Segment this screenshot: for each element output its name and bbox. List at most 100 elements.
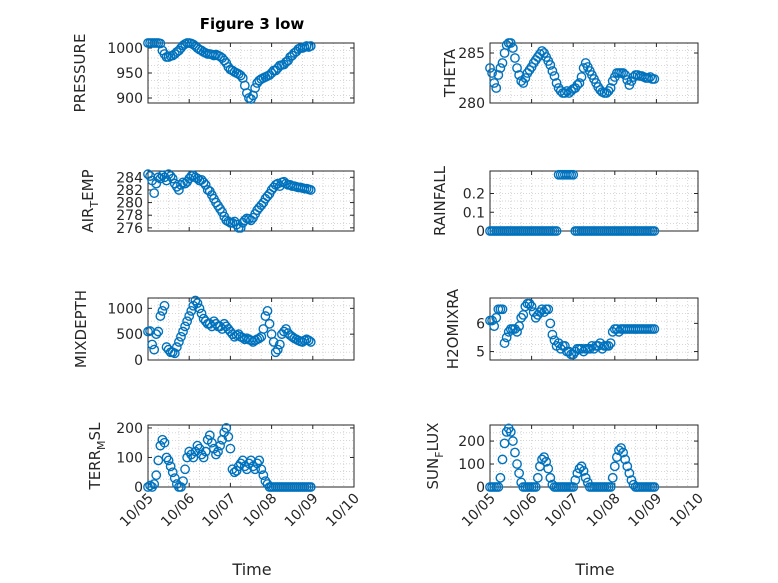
data-point xyxy=(487,68,497,78)
data-point xyxy=(217,207,228,217)
data-point xyxy=(516,312,527,323)
data-point xyxy=(274,339,285,350)
x-tick-label: 10/05 xyxy=(117,491,157,531)
panel-rainfall: 0 0.1 0.2 RAINFALL xyxy=(431,165,699,240)
data-point xyxy=(178,326,188,337)
data-point xyxy=(545,472,556,483)
data-point xyxy=(620,454,631,465)
y-axis-label-rest: SL xyxy=(86,422,104,441)
axes-frame xyxy=(147,170,355,232)
data-point xyxy=(258,324,269,334)
data-point xyxy=(305,482,316,492)
data-point xyxy=(507,43,518,53)
y-axis-label-subscript: F xyxy=(433,451,446,457)
data-point xyxy=(272,344,283,355)
y-tick-label: 100 xyxy=(116,450,143,466)
data-point xyxy=(535,49,545,59)
y-tick-label: 900 xyxy=(116,91,143,107)
data-point xyxy=(190,295,201,306)
axes-frame xyxy=(489,42,699,104)
x-tick-label: 10/10 xyxy=(667,491,707,531)
data-point xyxy=(157,306,168,316)
y-tick-label: 0 xyxy=(476,224,485,240)
x-tick-label: 10/08 xyxy=(584,491,624,531)
data-point xyxy=(568,169,579,180)
data-point xyxy=(180,321,190,332)
y-axis-label-main: TERR xyxy=(86,450,104,491)
data-point xyxy=(211,449,221,460)
data-point xyxy=(622,461,633,472)
y-tick-label: 100 xyxy=(458,457,485,473)
data-point xyxy=(537,304,547,315)
data-point xyxy=(512,63,522,73)
data-point xyxy=(618,447,629,458)
data-point xyxy=(578,466,589,476)
y-tick-label: 276 xyxy=(116,221,143,237)
data-point xyxy=(547,329,558,340)
y-tick-label: 200 xyxy=(458,434,485,450)
data-point xyxy=(178,476,188,486)
data-point xyxy=(244,214,254,224)
data-point xyxy=(510,53,520,63)
y-axis-label-main: MIXDEPTH xyxy=(72,290,90,368)
data-point xyxy=(151,329,162,340)
x-tick-label: 10/06 xyxy=(501,490,541,530)
x-tick-label: 10/05 xyxy=(459,491,499,531)
data-point xyxy=(605,338,616,348)
data-point xyxy=(626,475,637,486)
data-point xyxy=(169,348,180,359)
data-point xyxy=(539,452,549,463)
data-point xyxy=(578,63,589,73)
data-point xyxy=(649,482,660,492)
y-tick-label: 0.1 xyxy=(463,205,485,221)
data-point xyxy=(159,437,170,448)
data-point xyxy=(225,443,236,454)
data-point xyxy=(489,321,500,332)
data-point xyxy=(526,301,537,312)
data-point xyxy=(497,304,508,315)
x-tick-label: 10/09 xyxy=(625,491,665,531)
data-point xyxy=(545,318,556,329)
data-point xyxy=(489,78,500,88)
data-point xyxy=(485,63,495,73)
data-point xyxy=(258,470,269,481)
y-tick-label: 280 xyxy=(458,96,485,112)
data-point xyxy=(547,66,558,76)
data-point xyxy=(254,455,265,466)
data-point xyxy=(587,341,597,351)
data-point xyxy=(182,316,193,327)
data-point xyxy=(499,48,510,58)
data-point xyxy=(574,78,585,88)
panel-mixdepth: 0 500 1000 MIXDEPTH xyxy=(72,290,355,369)
y-tick-label: 5 xyxy=(476,345,485,361)
data-point xyxy=(270,347,281,358)
data-point xyxy=(155,311,166,321)
y-axis-label: PRESSURE xyxy=(71,34,89,113)
data-point xyxy=(505,38,516,48)
x-axis-label-left: Time xyxy=(231,560,271,579)
data-point xyxy=(568,482,579,492)
y-axis-label-subscript: M xyxy=(95,440,108,450)
data-point xyxy=(530,482,541,492)
data-point xyxy=(231,465,242,476)
x-tick-label: 10/07 xyxy=(199,491,239,531)
data-point xyxy=(256,464,267,475)
data-point xyxy=(576,72,587,82)
data-point xyxy=(188,452,199,463)
data-point xyxy=(512,459,522,469)
axes-frame xyxy=(147,297,355,361)
data-point xyxy=(176,331,186,342)
data-point xyxy=(192,298,203,309)
y-axis-label: RAINFALL xyxy=(431,165,449,236)
y-axis-label-main: PRESSURE xyxy=(71,34,89,113)
data-point xyxy=(607,472,618,483)
data-point xyxy=(200,446,211,457)
data-point xyxy=(495,472,506,483)
y-axis-label-subscript: T xyxy=(88,201,101,209)
panel-terr_msl: 0 100 200 10/05 10/06 10/07 10/08 10/09 10/10 TER… xyxy=(86,421,363,530)
y-tick-label: 0 xyxy=(134,353,143,369)
data-point xyxy=(609,461,620,472)
data-point xyxy=(223,216,234,227)
